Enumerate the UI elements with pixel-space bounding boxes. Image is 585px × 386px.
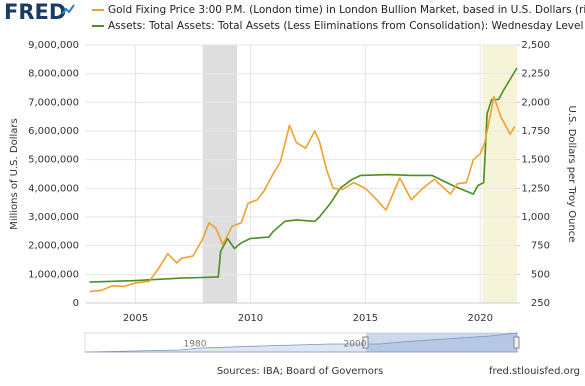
navigator-series xyxy=(84,332,518,353)
y2-tick-label: 250 xyxy=(531,298,550,309)
y-tick-label: 9,000,000 xyxy=(28,40,79,51)
navigator-label: 2000 xyxy=(344,340,367,350)
y2-tick-label: 750 xyxy=(531,241,550,252)
credit[interactable]: fred.stlouisfed.org xyxy=(489,366,580,377)
y-tick-label: 5,000,000 xyxy=(28,155,79,166)
x-tick-label: 2015 xyxy=(353,313,378,324)
y2-tick-label: 500 xyxy=(531,269,550,280)
series-line xyxy=(89,67,518,283)
y-tick-label: 4,000,000 xyxy=(28,183,79,194)
navigator-selection[interactable] xyxy=(366,333,517,352)
legend-label: Assets: Total Assets: Total Assets (Less… xyxy=(108,20,585,32)
shaded-period xyxy=(482,45,517,303)
source: Sources: IBA; Board of Governors xyxy=(217,366,383,377)
series-line xyxy=(89,95,516,293)
navigator[interactable]: 1980 2000 xyxy=(84,332,520,353)
y2-tick-label: 2,500 xyxy=(521,40,550,51)
x-tick-label: 2020 xyxy=(468,313,493,324)
legend-label: Gold Fixing Price 3:00 P.M. (London time… xyxy=(108,4,585,16)
y2-tick-label: 2,000 xyxy=(521,97,550,108)
y-axis-title: Millions of U.S. Dollars xyxy=(9,118,20,229)
y-tick-label: 3,000,000 xyxy=(28,212,79,223)
y2-tick-label: 2,250 xyxy=(521,69,550,80)
logo-text: FRED xyxy=(4,0,66,24)
y-tick-label: 7,000,000 xyxy=(28,97,79,108)
logo: FRED xyxy=(4,0,75,24)
y-tick-label: 8,000,000 xyxy=(28,69,79,80)
y2-tick-label: 1,750 xyxy=(521,126,550,137)
x-tick-label: 2010 xyxy=(238,313,263,324)
y-tick-label: 2,000,000 xyxy=(28,241,79,252)
navigator-label: 1980 xyxy=(184,340,207,350)
navigator-handle[interactable] xyxy=(362,336,369,349)
x-tick-label: 2005 xyxy=(123,313,148,324)
y-tick-label: 6,000,000 xyxy=(28,126,79,137)
navigator-handle[interactable] xyxy=(513,336,520,349)
logo-icon xyxy=(61,4,75,15)
y-tick-label: 1,000,000 xyxy=(28,269,79,280)
y2-tick-label: 1,250 xyxy=(521,183,550,194)
y-tick-label: 0 xyxy=(73,298,79,309)
y2-tick-label: 1,000 xyxy=(521,212,550,223)
y2-tick-label: 1,500 xyxy=(521,155,550,166)
y2-axis-title: U.S. Dollars per Troy Ounce xyxy=(566,106,577,243)
